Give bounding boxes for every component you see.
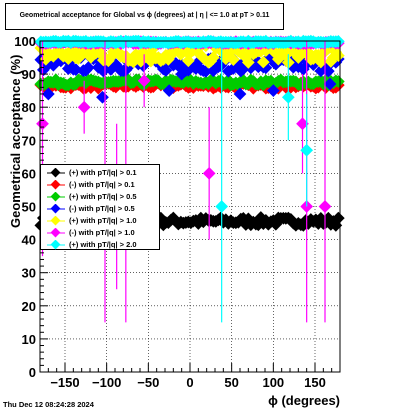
legend-label: (-) with pT/|q| > 1.0 [69, 228, 135, 237]
y-axis-title: Geometrical acceptance (%) [8, 55, 23, 228]
series-3-point [159, 64, 173, 77]
series-5-outlier [36, 117, 49, 131]
y-tick-label: 100 [14, 34, 36, 49]
series-3-outlier [323, 77, 337, 91]
legend-marker [47, 204, 65, 214]
y-tick-label: 90 [22, 67, 36, 82]
x-tick-label: 50 [224, 375, 238, 390]
legend-entry: (+) with pT/|q| > 0.1 [41, 167, 159, 179]
legend-entry: (+) with pT/|q| > 1.0 [41, 215, 159, 227]
y-tick-label: 30 [22, 266, 36, 281]
series-0-point [331, 211, 345, 225]
series-5-outlier [318, 200, 332, 213]
y-tick-label: 50 [22, 200, 36, 215]
x-tick-label: −50 [137, 375, 159, 390]
series-5-outlier [202, 167, 216, 180]
x-tick-label: 100 [262, 375, 284, 390]
legend-entry: (+) with pT/|q| > 0.5 [41, 191, 159, 203]
series-3-outlier [162, 84, 176, 98]
y-tick-label: 80 [22, 100, 36, 115]
legend-entry: (-) with pT/|q| > 1.0 [41, 227, 159, 239]
legend-marker [47, 228, 65, 238]
series-4-point [314, 55, 328, 69]
legend-marker [47, 192, 65, 202]
x-tick-label: −100 [92, 375, 121, 390]
legend-label: (-) with pT/|q| > 0.5 [69, 204, 135, 213]
legend-marker [47, 216, 65, 226]
legend-label: (+) with pT/|q| > 0.5 [69, 192, 137, 201]
axes: 0 10 20 30 40 50 60 70 80 90 100 −150 −100 −50 0 50 100 1… [14, 34, 341, 390]
series-6-outlier [215, 200, 229, 213]
legend-entry: (-) with pT/|q| > 0.1 [41, 179, 159, 191]
title-box: Geometrical acceptance for Global vs ϕ (… [5, 3, 284, 30]
series-3-outlier [233, 87, 247, 101]
series-4-point [206, 51, 220, 64]
y-tick-label: 10 [22, 332, 36, 347]
series-3-point [199, 65, 213, 78]
legend-marker [47, 180, 65, 190]
legend-marker [47, 240, 65, 250]
series-4-point [241, 55, 255, 69]
series-5-outlier [137, 74, 151, 88]
timestamp: Thu Dec 12 08:24:28 2024 [3, 400, 94, 409]
x-axis-title: ϕ (degrees) [268, 393, 340, 408]
y-tick-label: 20 [22, 299, 36, 314]
series-6-outlier [300, 143, 314, 157]
legend: (+) with pT/|q| > 0.1 (-) with pT/|q| > 0… [40, 164, 160, 250]
series-4-point [331, 49, 345, 62]
y-tick-label: 40 [22, 233, 36, 248]
legend-entry: (-) with pT/|q| > 0.5 [41, 203, 159, 215]
x-tick-label: −150 [50, 375, 79, 390]
chart-title: Geometrical acceptance for Global vs ϕ (… [19, 12, 270, 19]
legend-label: (-) with pT/|q| > 0.1 [69, 180, 135, 189]
legend-label: (+) with pT/|q| > 1.0 [69, 216, 137, 225]
legend-label: (+) with pT/|q| > 2.0 [69, 240, 137, 249]
legend-label: (+) with pT/|q| > 0.1 [69, 168, 137, 177]
x-tick-label: 150 [304, 375, 326, 390]
series-4-point [226, 53, 240, 67]
x-tick-label: 0 [186, 375, 193, 390]
data-points [34, 34, 345, 323]
legend-marker [47, 168, 65, 178]
series-6-outlier [281, 90, 295, 104]
series-5-outlier [77, 100, 91, 114]
legend-entry: (+) with pT/|q| > 2.0 [41, 239, 159, 251]
y-tick-label: 70 [22, 133, 36, 148]
y-tick-label: 60 [22, 166, 36, 181]
y-tick-label: 0 [29, 365, 36, 380]
series-3-outlier [175, 67, 189, 81]
series-3-outlier [266, 84, 280, 98]
series-5-outlier [296, 117, 309, 131]
series-4-point [256, 55, 270, 69]
